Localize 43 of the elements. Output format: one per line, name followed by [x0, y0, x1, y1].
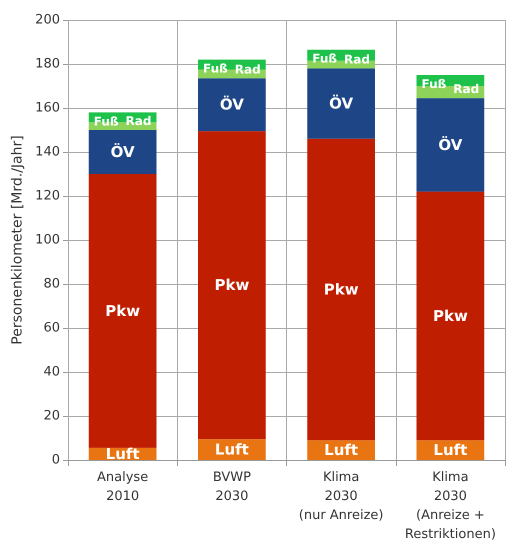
- text: Luft: [214, 440, 249, 459]
- text: ÖV: [438, 136, 462, 154]
- series-label: Luft: [324, 441, 358, 460]
- text: ÖV: [220, 96, 244, 114]
- text: Luft: [433, 441, 468, 460]
- y-tick-label: 160: [35, 100, 60, 116]
- text: Rad: [453, 82, 480, 96]
- text: Rad: [344, 52, 370, 66]
- y-tick-label: 100: [35, 232, 60, 248]
- y-tick-label: 200: [35, 12, 60, 28]
- series-label: Fuß: [94, 114, 119, 128]
- bar: [88, 130, 156, 174]
- text: Fuß: [422, 77, 446, 91]
- text: Pkw: [432, 306, 468, 325]
- text: Pkw: [214, 276, 250, 294]
- bar: [307, 68, 375, 139]
- y-tick-label: 40: [43, 364, 60, 380]
- text: Rad: [126, 114, 152, 128]
- series-label: Pkw: [105, 302, 140, 320]
- x-tick-label: Analyse 2010: [97, 470, 148, 504]
- bar: [416, 192, 484, 440]
- text: ÖV: [329, 94, 354, 113]
- bar: [307, 138, 375, 440]
- y-tick-label: 0: [52, 452, 60, 468]
- text: Fuß: [312, 52, 338, 66]
- y-tick-label: 120: [35, 188, 60, 204]
- y-tick-label: 20: [43, 408, 60, 424]
- y-tick-label: 80: [43, 276, 60, 292]
- y-tick-label: 180: [35, 56, 60, 72]
- bar: [88, 174, 156, 448]
- y-tick-label: 140: [35, 144, 60, 160]
- x-tick-label: Klima 2030 (Anreize + Restriktionen): [404, 470, 496, 542]
- text: Fuß: [203, 62, 228, 76]
- x-tick-label: BVWP 2030: [212, 470, 252, 504]
- y-axis-title: Personenkilometer [Mrd./Jahr]: [9, 135, 26, 345]
- series-label: ÖV: [110, 143, 135, 161]
- bar: [198, 131, 266, 440]
- bar: [416, 98, 484, 192]
- x-tick-label: Klima 2030 (nur Anreize): [298, 470, 384, 523]
- y-tick-label: 60: [43, 320, 60, 336]
- bar: [198, 78, 266, 132]
- text: Luft: [106, 444, 140, 463]
- text: Pkw: [324, 280, 359, 298]
